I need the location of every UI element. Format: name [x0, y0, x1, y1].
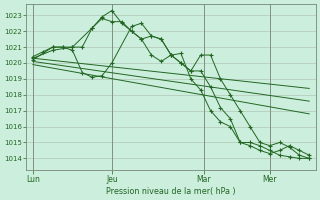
X-axis label: Pression niveau de la mer( hPa ): Pression niveau de la mer( hPa ) — [106, 187, 236, 196]
